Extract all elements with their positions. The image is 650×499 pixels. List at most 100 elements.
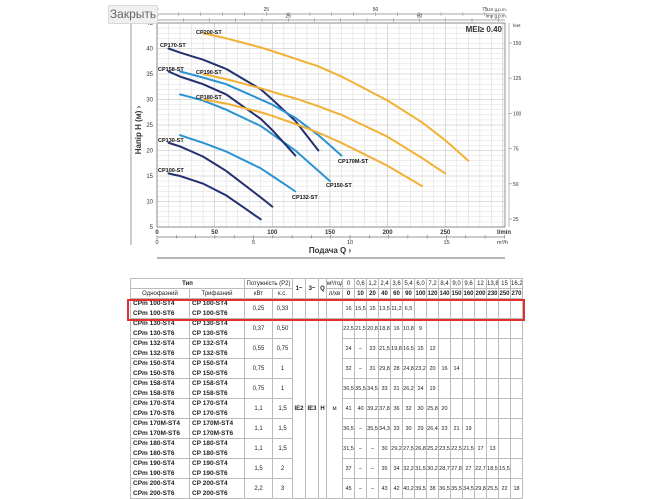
- three-phase-model: CP 150-ST4: [189, 358, 245, 369]
- head-value: 36,5: [438, 478, 451, 499]
- three-phase-model: CP 180-ST6: [189, 448, 245, 459]
- head-value: 29,8: [474, 478, 487, 499]
- curve-cp180-st: [202, 98, 424, 188]
- head-value: [426, 318, 439, 339]
- curve-label: CP180-ST: [196, 95, 222, 101]
- header-q-m3h: 3,6: [390, 278, 403, 289]
- header-q-lmin: 10: [354, 288, 367, 299]
- head-value: 31,5: [414, 458, 427, 479]
- three-phase-model: CP 132-ST4: [189, 338, 245, 349]
- curve-cp150-st: [179, 93, 331, 183]
- head-value: [510, 378, 523, 399]
- head-value: [510, 418, 523, 439]
- head-value: [498, 378, 511, 399]
- y-axis-label: Напір H (м) ›: [134, 105, 143, 154]
- table-row: CPm 170-ST4 CP 170-ST4 1,1 1,5 41 40 39,2 37,8 3…: [130, 398, 523, 419]
- header-q: Q: [318, 278, 327, 299]
- header-q-unit-lmin: л/хв: [326, 288, 343, 299]
- header-q-m3h: 9,0: [450, 278, 463, 289]
- three-phase-model: CP 190-ST4: [189, 458, 245, 469]
- curve-label: CP132-ST: [292, 195, 318, 201]
- head-value: [486, 378, 499, 399]
- head-value: [498, 318, 511, 339]
- head-value: 19: [462, 418, 475, 439]
- close-button[interactable]: Закрыть: [108, 5, 158, 24]
- head-value: [498, 338, 511, 359]
- head-value: 34,5: [462, 478, 475, 499]
- feet-tick-label: 25: [513, 217, 519, 223]
- head-value: [438, 378, 451, 399]
- head-value: 21,5: [378, 338, 391, 359]
- y-tick-label: 25: [146, 123, 153, 129]
- head-value: –: [354, 418, 367, 439]
- power-kw: 0,37: [244, 318, 273, 339]
- head-value: 25,5: [486, 478, 499, 499]
- head-value: 36,5: [342, 378, 355, 399]
- head-value: 13,5: [378, 298, 391, 319]
- three-phase-model: CP 180-ST4: [189, 438, 245, 449]
- three-phase-model: CP 132-ST6: [189, 348, 245, 359]
- head-value: 34: [390, 458, 403, 479]
- head-value: 36: [390, 398, 403, 419]
- single-phase-model: CPm 150-ST6: [130, 368, 190, 379]
- head-value: [510, 458, 523, 479]
- head-value: [486, 318, 499, 339]
- head-value: 17: [474, 438, 487, 459]
- head-value: 31,5: [342, 438, 355, 459]
- header-q-lmin: 150: [450, 288, 463, 299]
- head-value: 18,8: [378, 318, 391, 339]
- head-value: 22: [498, 478, 511, 499]
- three-phase-model: CP 170-ST4: [189, 398, 245, 409]
- three-phase-model: CP 200-ST4: [189, 478, 245, 489]
- header-power: Потужність (P2): [244, 278, 293, 289]
- head-value: 32,2: [402, 458, 415, 479]
- head-value: –: [354, 478, 367, 499]
- head-value: [498, 438, 511, 459]
- head-value: 22,5: [450, 438, 463, 459]
- head-value: 30: [402, 418, 415, 439]
- three-phase-model: CP 100-ST6: [189, 308, 245, 319]
- head-value: 26,4: [426, 418, 439, 439]
- header-q-m3h: 7,2: [426, 278, 439, 289]
- single-phase-model: CPm 132-ST6: [130, 348, 190, 359]
- header-hp: к.с.: [272, 288, 293, 299]
- head-value: 38: [426, 478, 439, 499]
- head-value: 20: [426, 358, 439, 379]
- header-q-m3h: 6,0: [414, 278, 427, 289]
- head-value: [510, 298, 523, 319]
- head-value: 32: [342, 358, 355, 379]
- power-kw: 2,2: [244, 478, 273, 499]
- head-value: 30: [414, 398, 427, 419]
- head-value: 33: [390, 418, 403, 439]
- header-q-lmin: 90: [402, 288, 415, 299]
- head-value: 15: [414, 338, 427, 359]
- head-value: 18: [510, 478, 523, 499]
- power-kw: 1,5: [244, 458, 273, 479]
- three-phase-model: CP 130-ST6: [189, 328, 245, 339]
- header-q-lmin: 40: [378, 288, 391, 299]
- ie2-label: IE2: [292, 318, 306, 499]
- header-q-m3h: 13,8: [486, 278, 499, 289]
- header-q-lmin: 120: [426, 288, 439, 299]
- head-value: 21,5: [354, 318, 367, 339]
- head-value: [486, 298, 499, 319]
- ie3-label: IE3: [305, 318, 319, 499]
- header-q-m3h: 0: [342, 278, 355, 289]
- head-value: [462, 358, 475, 379]
- head-value: –: [354, 338, 367, 359]
- head-value: 14: [450, 358, 463, 379]
- three-phase-model: CP 150-ST6: [189, 368, 245, 379]
- head-value: 40: [354, 398, 367, 419]
- head-value: 9: [414, 318, 427, 339]
- head-value: –: [354, 358, 367, 379]
- header-3-phase: 3~: [305, 278, 319, 299]
- three-phase-model: CP 190-ST6: [189, 468, 245, 479]
- head-value: [498, 298, 511, 319]
- us-gpm-tick-label: 75: [482, 7, 488, 13]
- single-phase-model: CPm 190-ST6: [130, 468, 190, 479]
- head-value: [510, 318, 523, 339]
- head-value: [474, 358, 487, 379]
- head-value: [498, 358, 511, 379]
- head-value: –: [354, 458, 367, 479]
